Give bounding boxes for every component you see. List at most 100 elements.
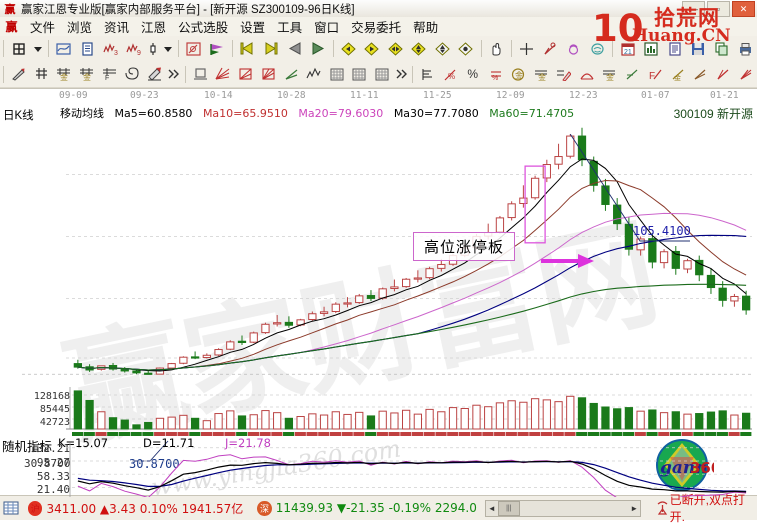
scribble-icon[interactable] — [53, 37, 75, 60]
gold-box-icon[interactable]: 金 — [76, 63, 97, 86]
gold-lines-icon[interactable]: 金 — [667, 63, 688, 86]
ma5-value: Ma5=60.8580 — [114, 107, 193, 120]
close-button[interactable]: ✕ — [732, 1, 755, 17]
ladder-icon[interactable] — [417, 63, 438, 86]
skip-back-icon[interactable] — [237, 37, 259, 60]
printer-icon[interactable] — [734, 37, 756, 60]
plot-canvas[interactable] — [0, 89, 757, 495]
grid-fine-icon[interactable] — [326, 63, 347, 86]
brain-icon[interactable] — [587, 37, 609, 60]
marker-icon[interactable] — [144, 63, 165, 86]
percent-level-icon[interactable]: % — [485, 63, 506, 86]
svg-text:金: 金 — [515, 70, 523, 80]
menu-item-file[interactable]: 文件 — [30, 21, 56, 35]
diamond-contract-icon[interactable] — [432, 37, 454, 60]
menu-item-help[interactable]: 帮助 — [413, 21, 439, 35]
diamond-right-icon[interactable] — [361, 37, 383, 60]
hand-icon[interactable] — [486, 37, 508, 60]
menu-item-tools[interactable]: 工具 — [277, 21, 303, 35]
square-fan-icon[interactable] — [258, 63, 279, 86]
candle-icon[interactable] — [147, 37, 160, 60]
flag-icon[interactable] — [206, 37, 228, 60]
notes-icon[interactable] — [664, 37, 686, 60]
diamond-both-icon[interactable] — [385, 37, 407, 60]
crosshair-icon[interactable] — [516, 37, 538, 60]
slope-icon[interactable] — [281, 63, 302, 86]
floppy-icon[interactable] — [687, 37, 709, 60]
four-lines-icon[interactable] — [735, 63, 756, 86]
status-bar: 沪 3411.00 ▲3.43 0.10% 1941.57亿 深 11439.9… — [0, 493, 757, 524]
volume-axis-label: 85445 — [39, 404, 70, 415]
menu-item-browse[interactable]: 浏览 — [67, 21, 93, 35]
wave3-icon[interactable]: 3 — [100, 37, 122, 60]
gann-angle-icon[interactable] — [235, 63, 256, 86]
scroll-left-arrow[interactable]: ◄ — [487, 503, 496, 513]
speed-lines-icon[interactable] — [690, 63, 711, 86]
frame-icon[interactable] — [190, 63, 211, 86]
calendar-day-icon[interactable] — [8, 37, 30, 60]
status-scrollbar[interactable]: ◄ ||| ► — [484, 499, 642, 517]
angle-half-icon[interactable] — [622, 63, 643, 86]
gold-level-icon[interactable]: 金 — [531, 63, 552, 86]
gold-fan-icon[interactable]: 金 — [53, 63, 74, 86]
svg-text:%: % — [448, 72, 455, 81]
percent-icon[interactable]: % — [467, 67, 479, 81]
connection-status[interactable]: 已断开,双点打开. — [655, 491, 757, 525]
chart-area[interactable]: 赢家财富网 www.yingjia360.com yingjia360 09-0… — [0, 88, 757, 495]
skip-forward-icon[interactable] — [260, 37, 282, 60]
gold-box2-icon[interactable]: 金 — [599, 63, 620, 86]
copy-icon[interactable] — [711, 37, 733, 60]
diamond-left-icon[interactable] — [338, 37, 360, 60]
scissors-line-icon[interactable] — [540, 37, 562, 60]
percent-lines-icon[interactable]: F — [99, 63, 120, 86]
menu-item-news[interactable]: 资讯 — [104, 21, 130, 35]
flower-icon[interactable] — [563, 37, 585, 60]
menu-item-window[interactable]: 窗口 — [314, 21, 340, 35]
toolbar-separator — [231, 40, 233, 57]
pen-box-icon[interactable] — [183, 37, 205, 60]
minimize-button[interactable]: — — [682, 1, 705, 17]
toolbar-separator — [412, 65, 413, 83]
kdj-title: 随机指标 — [2, 440, 53, 454]
chevron-down-icon[interactable] — [31, 37, 43, 60]
svg-text:金: 金 — [60, 72, 68, 81]
chevron-down-icon[interactable] — [162, 37, 174, 60]
date-tick: 11-11 — [350, 90, 379, 101]
mill-lines-icon[interactable] — [713, 63, 734, 86]
grid-h-icon[interactable] — [31, 63, 52, 86]
toolbar-separator — [3, 40, 4, 57]
market-grid-icon[interactable] — [3, 501, 19, 516]
grid-fine2-icon[interactable] — [349, 63, 370, 86]
diamond-fit-icon[interactable] — [455, 37, 477, 60]
play-back-icon[interactable] — [284, 37, 306, 60]
calendar-21-icon[interactable]: 21 — [617, 37, 639, 60]
menu-item-gann[interactable]: 江恩 — [141, 21, 167, 35]
maximize-button[interactable]: ▫ — [707, 1, 730, 17]
gold-circle-icon[interactable]: 金 — [508, 63, 529, 86]
chevron-double-right-icon[interactable] — [394, 63, 408, 86]
f-lines-icon[interactable]: F — [644, 63, 665, 86]
scroll-right-arrow[interactable]: ► — [630, 503, 639, 513]
chevron-double-right-icon[interactable] — [167, 63, 181, 86]
diamond-expand-icon[interactable] — [408, 37, 430, 60]
grid-fine3-icon[interactable] — [372, 63, 393, 86]
percent-ratio-icon[interactable]: % — [440, 63, 461, 86]
scroll-thumb[interactable]: ||| — [497, 500, 520, 516]
menu-item-trade[interactable]: 交易委托 — [351, 21, 402, 35]
ma10-value: Ma10=65.9510 — [202, 107, 288, 120]
menu-item-formula[interactable]: 公式选股 — [178, 21, 229, 35]
arc-icon[interactable] — [576, 63, 597, 86]
kdj-axis-label: 58.33 — [36, 470, 70, 483]
wave9-icon[interactable]: 9 — [123, 37, 145, 60]
table-icon[interactable] — [640, 37, 662, 60]
red-fan-icon[interactable] — [212, 63, 233, 86]
annotation-high-limit-up: 高位涨停板 — [413, 232, 516, 261]
spiral-icon[interactable] — [122, 63, 143, 86]
document-icon[interactable] — [76, 37, 98, 60]
menu-item-settings[interactable]: 设置 — [240, 21, 266, 35]
play-forward-icon[interactable] — [307, 37, 329, 60]
gold-pen-icon[interactable] — [553, 63, 574, 86]
pen-red-icon[interactable] — [8, 63, 29, 86]
zigzag-icon[interactable] — [303, 63, 324, 86]
